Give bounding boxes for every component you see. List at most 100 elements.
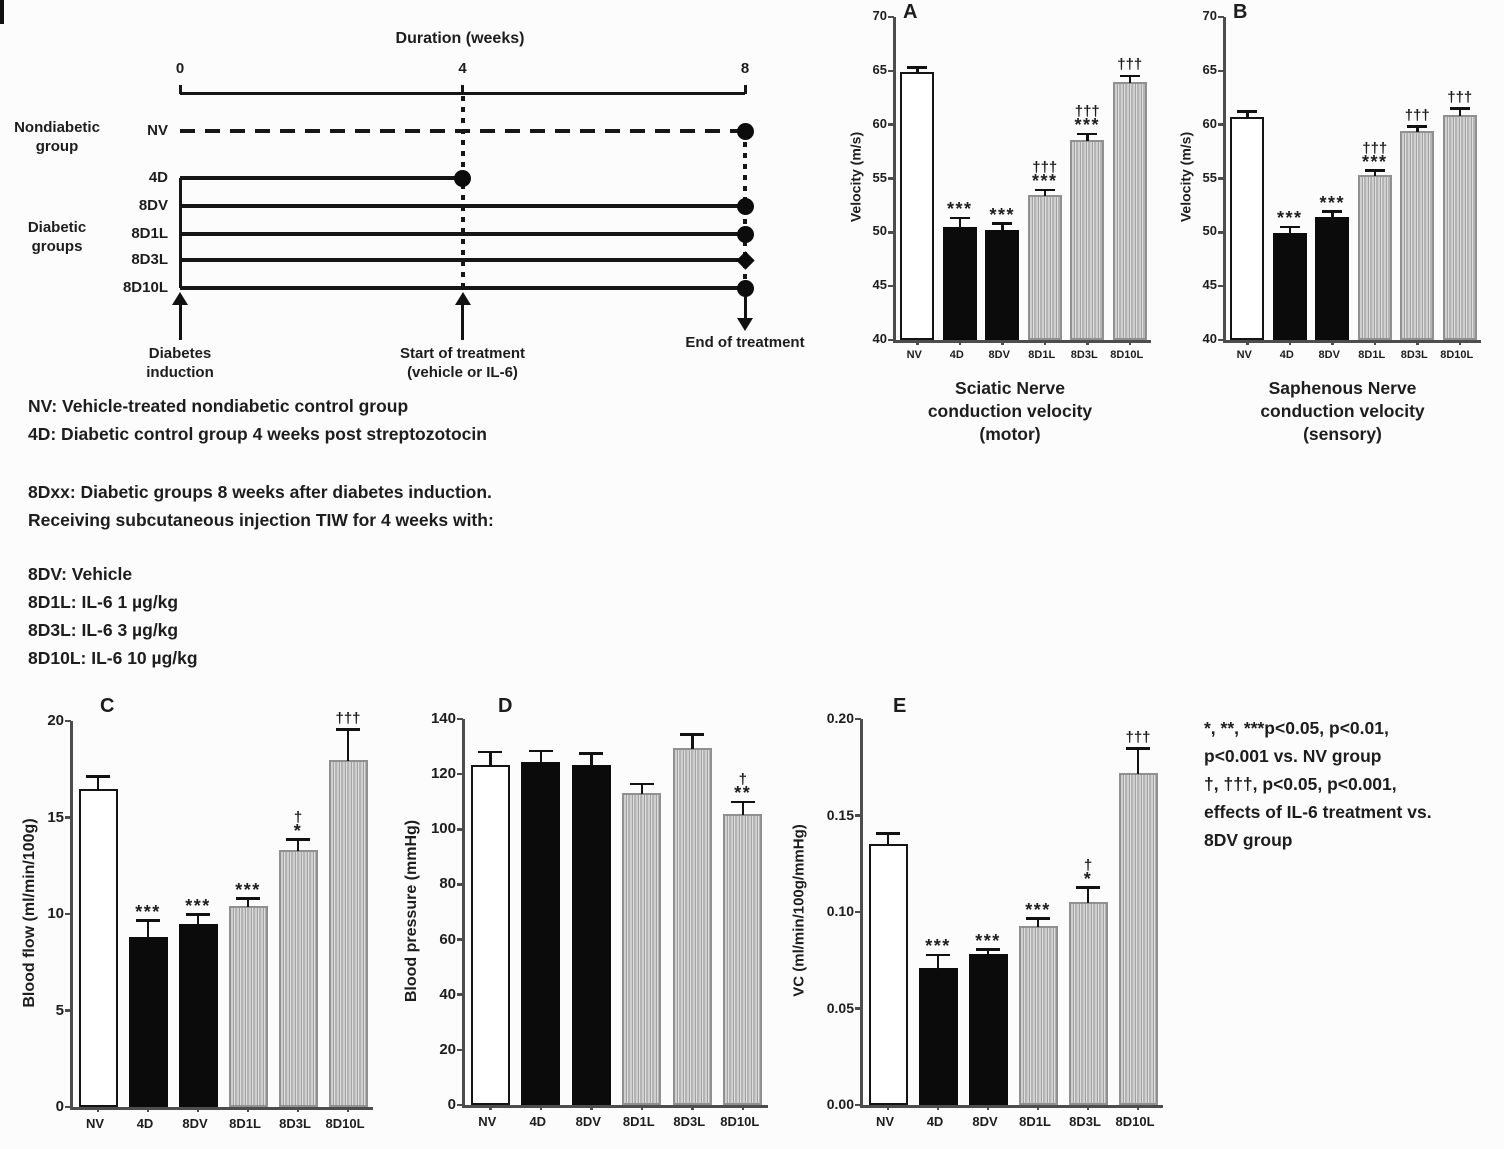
y-tick-label: 20 xyxy=(47,712,64,729)
bar-nv xyxy=(868,844,908,1105)
x-tick-label: 8D3L xyxy=(1069,1114,1101,1129)
x-tick-label: 8DV xyxy=(1318,349,1340,361)
x-tick-label: 4D xyxy=(926,1114,944,1129)
x-tick-mark xyxy=(958,340,961,345)
significance-markers: *** xyxy=(958,932,1018,950)
significance-markers: ††† *** xyxy=(1015,160,1075,191)
timeline-tick-label: 4 xyxy=(458,60,467,77)
error-bar-cap xyxy=(629,782,654,786)
chart-title-line: (sensory) xyxy=(1303,424,1382,444)
bar-8dv xyxy=(968,954,1008,1105)
timeline-row-label: NV xyxy=(147,122,168,139)
dagger-markers: ††† xyxy=(1074,103,1100,121)
event-label-line: End of treatment xyxy=(685,334,805,351)
bar-8d1l xyxy=(228,906,268,1107)
abbreviation-line: 8Dxx: Diabetic groups 8 weeks after diab… xyxy=(28,482,492,502)
timeline-tick-mark xyxy=(178,85,182,94)
timeline-row-label: 8D1L xyxy=(131,225,168,242)
down-arrow-shaft xyxy=(743,296,747,319)
x-tick-label: 8DV xyxy=(182,1116,208,1131)
x-tick-label: 8D3L xyxy=(673,1114,706,1129)
error-bar-stem xyxy=(1416,127,1419,133)
endpoint-circle-marker xyxy=(736,225,754,243)
error-bar-stem xyxy=(886,834,890,846)
abbreviation-paragraph: 8Dxx: Diabetic groups 8 weeks after diab… xyxy=(28,478,598,534)
significance-note-line: p<0.001 vs. NV group xyxy=(1204,746,1382,766)
y-tick-label: 100 xyxy=(430,820,456,838)
event-label: Diabetes induction xyxy=(85,344,275,382)
endpoint-circle-marker xyxy=(454,169,471,187)
y-tick-label: 55 xyxy=(872,169,887,185)
chart-title: Saphenous Nerve conduction velocity (senso… xyxy=(1195,377,1490,446)
up-arrow-icon xyxy=(454,292,471,305)
dagger-markers: ††† xyxy=(1117,56,1143,74)
y-tick-label: 80 xyxy=(439,875,456,893)
dagger-markers: ††† xyxy=(335,709,361,727)
error-bar-cap xyxy=(1076,886,1100,889)
y-tick-label: 40 xyxy=(439,985,456,1003)
asterisk-markers: *** xyxy=(235,879,261,900)
x-tick-mark xyxy=(346,1107,350,1112)
group-label: Diabetic groups xyxy=(2,218,112,256)
abbreviation-line: 4D: Diabetic control group 4 weeks post … xyxy=(28,424,487,444)
y-tick-mark xyxy=(888,123,894,126)
chart-title-line: conduction velocity xyxy=(927,401,1093,421)
significance-markers: ††† xyxy=(1108,729,1168,746)
abbreviation-line: NV: Vehicle-treated nondiabetic control … xyxy=(28,396,409,416)
x-tick-label: NV xyxy=(478,1114,497,1129)
asterisk-markers: *** xyxy=(185,895,211,916)
error-bar-cap xyxy=(907,66,928,69)
significance-markers: *** xyxy=(1302,194,1362,212)
asterisk-markers: *** xyxy=(1361,151,1388,172)
significance-note-line: *, **, ***p<0.05, p<0.01, xyxy=(1204,718,1389,738)
bar-4d xyxy=(521,761,561,1105)
x-tick-mark xyxy=(1136,1105,1140,1110)
significance-markers: *** xyxy=(218,879,278,900)
timeline-tick-mark xyxy=(743,85,747,94)
x-tick-mark xyxy=(691,1105,694,1110)
group-label-line: Diabetic xyxy=(27,219,87,236)
asterisk-markers: *** xyxy=(989,204,1015,225)
y-tick-label: 0.00 xyxy=(826,1096,854,1112)
bar-8d3l xyxy=(672,747,712,1105)
error-bar-stem xyxy=(1086,888,1090,904)
dagger-markers: † xyxy=(738,771,747,789)
error-bar-stem xyxy=(196,915,200,925)
dagger-markers: † xyxy=(1083,856,1093,874)
dagger-markers: † xyxy=(293,808,303,826)
up-arrow-shaft xyxy=(178,303,182,340)
chart-title: Sciatic Nerve conduction velocity (motor) xyxy=(865,377,1155,446)
y-tick-mark xyxy=(1218,177,1224,180)
plot-area: *** *** ††† *** ††† ††† xyxy=(1218,15,1481,345)
x-tick-mark xyxy=(886,1105,890,1110)
asterisk-markers: *** xyxy=(1025,899,1051,920)
endpoint-circle-marker xyxy=(736,279,754,297)
y-tick-mark xyxy=(1218,69,1224,73)
x-tick-label: 8DV xyxy=(988,349,1010,361)
bar-8d10l xyxy=(1442,114,1477,340)
panel-letter: D xyxy=(498,695,513,717)
x-tick-label: 4D xyxy=(136,1116,154,1131)
dagger-markers: ††† xyxy=(1362,139,1388,157)
significance-markers: *** xyxy=(1008,899,1068,920)
significance-markers: ††† *** xyxy=(1057,103,1117,135)
chart-panel-c: C Blood flow (ml/min/100g) *** *** *** † * ††† 0… xyxy=(16,695,381,1147)
x-tick-mark xyxy=(1001,340,1004,345)
chart-panel-b: B Velocity (m/s) *** *** ††† *** ††† ††† 40 45 50 5… xyxy=(1175,1,1490,470)
significance-markers: ††† xyxy=(1430,89,1490,106)
chart-panel-e: E VC (ml/min/100g/mmHg) *** *** *** † * ††† 0.00… xyxy=(785,695,1175,1147)
bar-4d xyxy=(1272,233,1307,340)
error-bar-stem xyxy=(590,754,593,766)
timeline-tick-label: 0 xyxy=(175,60,185,77)
error-bar-cap xyxy=(876,832,900,835)
x-tick-mark xyxy=(590,1105,593,1110)
abbreviations-block: NV: Vehicle-treated nondiabetic control … xyxy=(28,392,598,672)
bar-8dv xyxy=(1315,217,1350,340)
error-bar-cap xyxy=(1279,225,1300,229)
x-tick-label: 8DV xyxy=(972,1114,998,1129)
error-bar-cap xyxy=(286,838,310,841)
group-label-line: Nondiabetic xyxy=(14,119,100,136)
y-axis-label: VC (ml/min/100g/mmHg) xyxy=(790,824,808,997)
x-tick-label: NV xyxy=(906,349,922,361)
y-tick-mark xyxy=(888,284,894,288)
